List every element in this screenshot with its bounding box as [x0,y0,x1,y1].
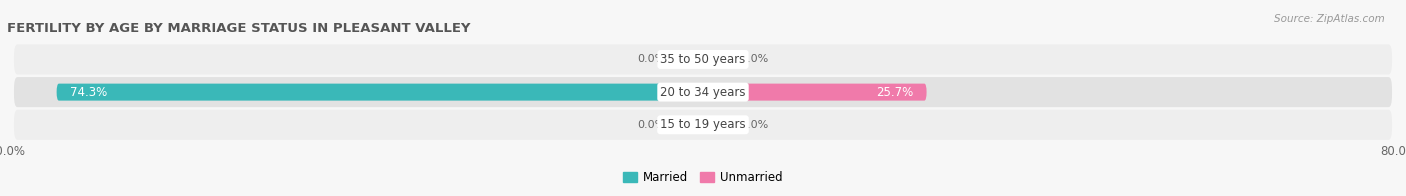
FancyBboxPatch shape [56,84,703,101]
Text: 15 to 19 years: 15 to 19 years [661,118,745,131]
FancyBboxPatch shape [703,118,734,132]
Text: 0.0%: 0.0% [637,54,665,64]
FancyBboxPatch shape [14,77,1392,107]
Text: Source: ZipAtlas.com: Source: ZipAtlas.com [1274,14,1385,24]
FancyBboxPatch shape [672,118,703,132]
Text: 0.0%: 0.0% [741,120,769,130]
FancyBboxPatch shape [703,84,927,101]
Text: 25.7%: 25.7% [876,86,914,99]
Text: FERTILITY BY AGE BY MARRIAGE STATUS IN PLEASANT VALLEY: FERTILITY BY AGE BY MARRIAGE STATUS IN P… [7,22,471,35]
Legend: Married, Unmarried: Married, Unmarried [619,167,787,189]
Text: 0.0%: 0.0% [637,120,665,130]
FancyBboxPatch shape [14,110,1392,140]
FancyBboxPatch shape [703,52,734,67]
Text: 74.3%: 74.3% [70,86,107,99]
Text: 0.0%: 0.0% [741,54,769,64]
FancyBboxPatch shape [672,52,703,67]
Text: 20 to 34 years: 20 to 34 years [661,86,745,99]
FancyBboxPatch shape [14,44,1392,74]
Text: 35 to 50 years: 35 to 50 years [661,53,745,66]
